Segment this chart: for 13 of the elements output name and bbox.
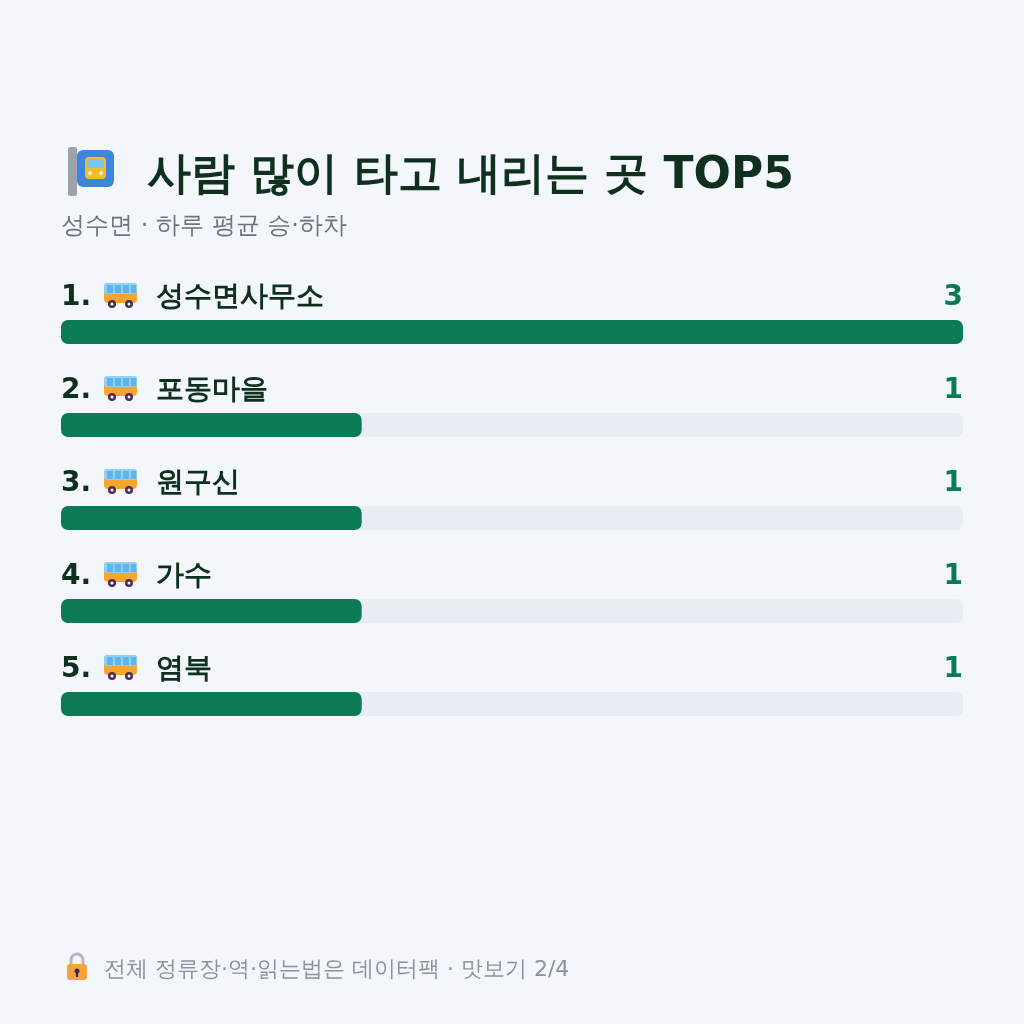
category-label: 1. 성수면사무소 (61, 279, 324, 312)
category-label: 4. 가수 (61, 558, 212, 591)
text: 전체 정류장·역·읽는법은 데이터팩 · 맛보기 2/4 (104, 956, 570, 981)
category-label: 3. 원구신 (61, 465, 240, 498)
data-label: 3 (943, 279, 963, 312)
category-label: 5. 염북 (61, 651, 212, 684)
data-label: 1 (943, 465, 963, 498)
chart-subtitle: 성수면 · 하루 평균 승·하차 (61, 211, 347, 239)
data-label: 1 (943, 372, 963, 405)
data-label: 1 (943, 651, 963, 684)
category-label: 2. 포동마을 (61, 372, 268, 405)
data-label: 1 (943, 558, 963, 591)
chart-title: 사람 많이 타고 내리는 곳 TOP5 (147, 147, 794, 198)
